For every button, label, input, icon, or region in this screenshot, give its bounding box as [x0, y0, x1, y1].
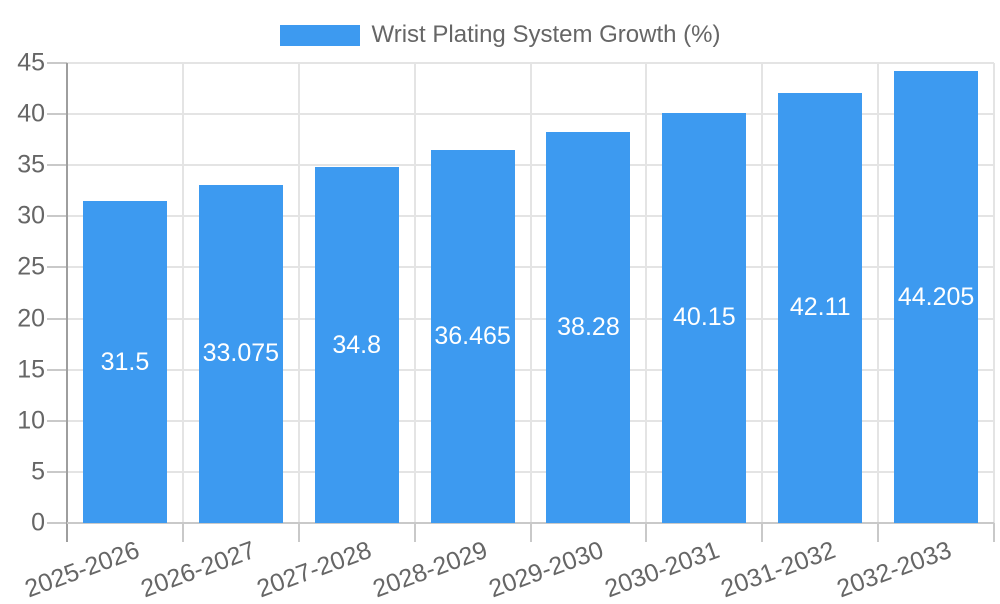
- gridline-vertical: [181, 63, 184, 523]
- y-axis-tick: [47, 368, 67, 371]
- y-axis-tick: [47, 164, 67, 167]
- gridline-vertical: [993, 63, 995, 523]
- x-axis-tick-label: 2031-2032: [716, 536, 839, 604]
- y-axis-line: [66, 63, 68, 542]
- x-axis-tick: [181, 523, 184, 542]
- x-axis-tick: [413, 523, 416, 542]
- y-axis-tick-label: 30: [17, 201, 45, 230]
- y-axis-tick-label: 25: [17, 252, 45, 281]
- x-axis-tick: [529, 523, 532, 542]
- x-axis-tick-label: 2032-2033: [832, 536, 955, 604]
- y-axis-tick: [47, 419, 67, 422]
- legend[interactable]: Wrist Plating System Growth (%): [0, 21, 1000, 49]
- gridline-vertical: [413, 63, 416, 523]
- y-axis-tick: [47, 266, 67, 269]
- x-axis-line: [67, 522, 994, 524]
- bar-value-label: 31.5: [100, 347, 150, 376]
- bar-value-label: 33.075: [202, 339, 280, 368]
- y-axis-tick-label: 40: [17, 99, 45, 128]
- x-axis-tick-label: 2029-2030: [485, 536, 608, 604]
- y-axis-tick: [47, 470, 67, 473]
- y-axis-tick: [47, 522, 67, 524]
- y-axis-tick: [47, 62, 67, 64]
- bar[interactable]: 31.5: [82, 201, 167, 523]
- gridline-vertical: [297, 63, 300, 523]
- x-axis-tick: [993, 523, 995, 542]
- bar[interactable]: 36.465: [430, 150, 515, 523]
- x-axis-tick: [761, 523, 764, 542]
- x-axis-tick-label: 2025-2026: [21, 536, 144, 604]
- bar-value-label: 42.11: [789, 293, 851, 322]
- y-axis-tick-label: 0: [31, 508, 45, 537]
- y-axis-tick-label: 35: [17, 150, 45, 179]
- bar[interactable]: 33.075: [198, 184, 283, 523]
- bar-value-label: 38.28: [557, 312, 620, 341]
- x-axis-tick-label: 2026-2027: [137, 536, 260, 604]
- bar-value-label: 34.8: [332, 330, 382, 359]
- x-axis-tick-label: 2030-2031: [600, 536, 723, 604]
- x-axis-tick-label: 2027-2028: [253, 536, 376, 604]
- x-axis-tick: [645, 523, 648, 542]
- gridline-vertical: [877, 63, 880, 523]
- bar[interactable]: 40.15: [662, 112, 747, 523]
- y-axis-tick-label: 20: [17, 304, 45, 333]
- bar[interactable]: 42.11: [778, 92, 863, 523]
- x-axis-tick: [297, 523, 300, 542]
- y-axis-tick: [47, 113, 67, 116]
- x-axis-tick-label: 2028-2029: [369, 536, 492, 604]
- y-axis-tick: [47, 215, 67, 218]
- y-axis-tick-label: 15: [17, 355, 45, 384]
- bar-value-label: 40.15: [673, 303, 736, 332]
- y-axis-tick-label: 10: [17, 406, 45, 435]
- bar[interactable]: 38.28: [546, 131, 631, 523]
- bar[interactable]: 34.8: [314, 167, 399, 523]
- y-axis-tick-label: 5: [31, 457, 45, 486]
- bar-value-label: 36.465: [434, 322, 511, 351]
- bar-value-label: 44.205: [897, 282, 975, 311]
- gridline-vertical: [761, 63, 764, 523]
- y-axis-tick: [47, 317, 67, 320]
- gridline-vertical: [645, 63, 648, 523]
- gridline-vertical: [529, 63, 532, 523]
- legend-swatch: [279, 24, 360, 46]
- y-axis-tick-label: 45: [17, 48, 45, 77]
- bar[interactable]: 44.205: [894, 71, 979, 523]
- legend-label: Wrist Plating System Growth (%): [371, 21, 721, 48]
- x-axis-tick: [877, 523, 880, 542]
